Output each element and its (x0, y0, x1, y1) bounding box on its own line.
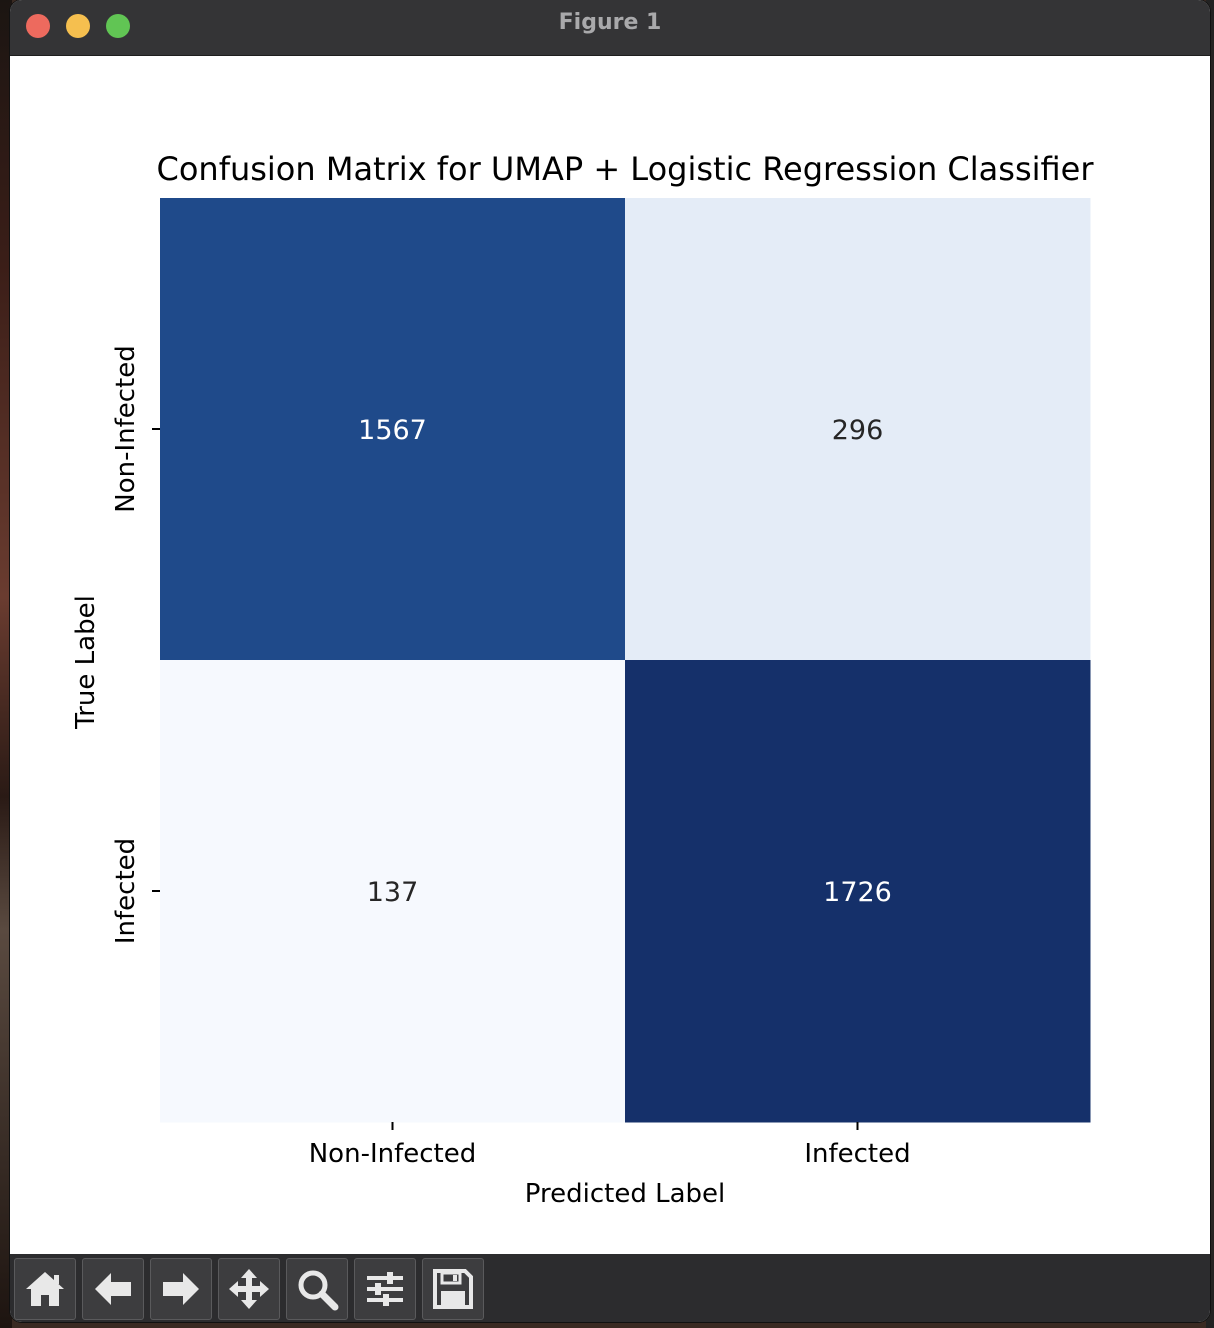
cell-value-label: 296 (832, 415, 884, 446)
y-tick-label: Infected (111, 838, 141, 944)
window-title: Figure 1 (558, 10, 662, 35)
heatmap-cell (160, 198, 626, 661)
x-tick-label: Non-Infected (309, 1139, 477, 1169)
chart-title: Confusion Matrix for UMAP + Logistic Reg… (156, 150, 1094, 188)
heatmap-cells: 1567 296 137 1726 (160, 198, 1091, 1123)
zoom-button[interactable] (286, 1258, 348, 1320)
figure-window: Figure 1 Confusion Matrix for UMAP + Log… (10, 0, 1210, 1322)
magnifier-icon (298, 1270, 339, 1311)
forward-button[interactable] (150, 1258, 212, 1320)
navigation-toolbar (10, 1254, 1210, 1322)
heatmap-cell (160, 660, 626, 1123)
home-icon (26, 1272, 64, 1306)
x-axis-ticks: Non-Infected Infected (309, 1122, 911, 1169)
move-icon (229, 1269, 269, 1309)
save-button[interactable] (422, 1258, 484, 1320)
title-bar[interactable]: Figure 1 (10, 0, 1210, 56)
close-window-button[interactable] (26, 14, 50, 38)
cell-value-label: 1567 (358, 415, 427, 446)
desktop-background-right (1206, 0, 1214, 1328)
desktop-background-left (0, 0, 12, 1328)
x-tick-label: Infected (804, 1139, 910, 1169)
confusion-matrix-chart: Confusion Matrix for UMAP + Logistic Reg… (71, 150, 1094, 1209)
arrow-right-icon (163, 1273, 199, 1305)
sliders-icon (367, 1272, 403, 1306)
arrow-left-icon (95, 1273, 131, 1305)
x-axis-label: Predicted Label (525, 1179, 725, 1209)
y-axis-ticks: Non-Infected Infected (111, 345, 160, 944)
floppy-disk-icon (433, 1269, 473, 1309)
pan-button[interactable] (218, 1258, 280, 1320)
y-tick-label: Non-Infected (111, 345, 141, 513)
maximize-window-button[interactable] (106, 14, 130, 38)
heatmap-cell (625, 198, 1091, 661)
home-button[interactable] (14, 1258, 76, 1320)
configure-subplots-button[interactable] (354, 1258, 416, 1320)
back-button[interactable] (82, 1258, 144, 1320)
y-axis-label: True Label (71, 595, 101, 730)
cell-value-label: 1726 (823, 877, 892, 908)
cell-value-label: 137 (367, 877, 419, 908)
heatmap-cell (625, 660, 1091, 1123)
minimize-window-button[interactable] (66, 14, 90, 38)
figure-canvas[interactable]: Confusion Matrix for UMAP + Logistic Reg… (10, 56, 1210, 1254)
